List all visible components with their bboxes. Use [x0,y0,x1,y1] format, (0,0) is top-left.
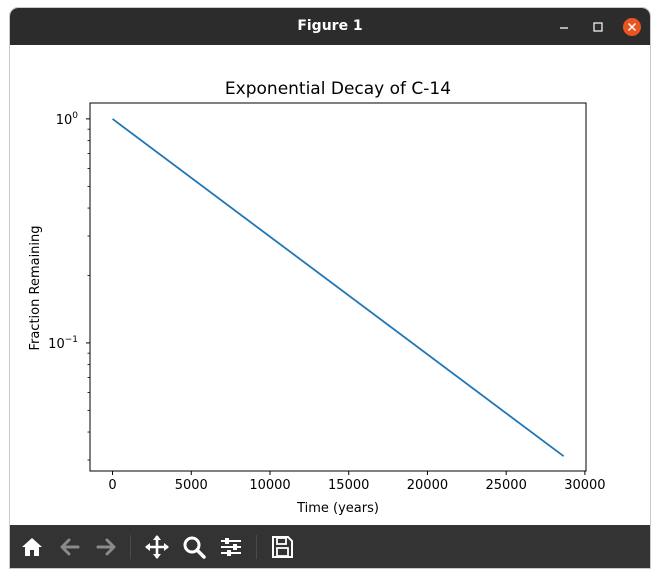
configure-subplots-icon[interactable] [217,533,245,561]
save-icon[interactable] [268,533,296,561]
x-tick-label: 30000 [564,478,605,493]
minimize-icon[interactable] [554,17,574,37]
chart-title: Exponential Decay of C-14 [225,79,451,99]
y-tick-label: 10−1 [48,335,78,352]
y-tick-label: 100 [56,111,79,128]
x-tick-label: 20000 [407,478,448,493]
x-tick-label: 10000 [249,478,290,493]
zoom-icon[interactable] [180,533,208,561]
toolbar-separator [130,535,131,559]
plot-canvas[interactable]: Exponential Decay of C-14 0 5000 10000 1500… [10,45,650,525]
y-axis-label: Fraction Remaining [28,225,43,350]
figure-window: Figure 1 Exponential Decay of C-14 0 5000… [10,8,650,568]
x-tick-label: 25000 [485,478,526,493]
pan-icon[interactable] [143,533,171,561]
title-bar[interactable]: Figure 1 [10,8,650,45]
toolbar-separator [256,535,257,559]
x-axis-label: Time (years) [296,501,379,516]
home-icon[interactable] [18,533,46,561]
close-icon[interactable] [622,17,642,37]
forward-arrow-icon[interactable] [92,533,120,561]
window-title: Figure 1 [297,18,363,34]
y-axis-minor-ticks [87,128,90,461]
x-axis-ticks: 0 5000 10000 15000 20000 25000 30000 [108,471,606,493]
series-line [112,118,565,457]
x-tick-label: 15000 [328,478,369,493]
x-tick-label: 0 [108,478,116,493]
chart: Exponential Decay of C-14 0 5000 10000 1500… [28,79,606,516]
back-arrow-icon[interactable] [56,533,84,561]
y-axis-ticks: 100 10−1 [48,111,90,352]
maximize-icon[interactable] [588,17,608,37]
x-tick-label: 5000 [175,478,208,493]
axes-frame [89,102,587,472]
navigation-toolbar [10,525,650,568]
